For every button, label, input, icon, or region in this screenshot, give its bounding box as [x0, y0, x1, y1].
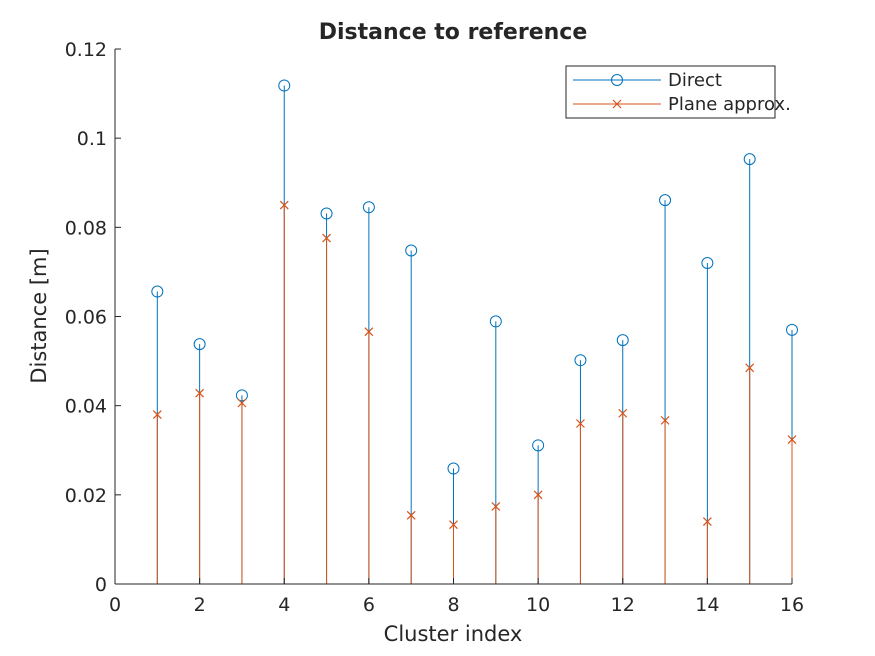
data-point-direct — [616, 334, 629, 347]
data-point-plane — [745, 363, 755, 373]
data-point-plane — [364, 327, 374, 337]
stem-lines — [156, 85, 793, 584]
data-point-plane — [787, 435, 797, 444]
y-tick-label: 0.12 — [65, 39, 107, 61]
x-tick-label: 8 — [447, 594, 459, 616]
data-point-plane — [406, 510, 416, 520]
data-point-direct — [362, 201, 375, 214]
data-point-plane — [449, 520, 458, 530]
data-point-direct — [489, 315, 502, 328]
data-point-direct — [320, 207, 333, 220]
y-axis-label: Distance [m] — [27, 248, 51, 383]
y-tick-label: 0.06 — [65, 307, 107, 329]
data-point-direct — [743, 153, 756, 166]
y-tick-label: 0.08 — [65, 217, 107, 239]
x-tick-label: 14 — [695, 594, 719, 616]
data-point-direct — [193, 338, 206, 351]
x-tick-label: 16 — [780, 594, 804, 616]
data-point-plane — [322, 233, 331, 243]
x-tick-label: 0 — [109, 594, 121, 616]
y-tick-label: 0.02 — [65, 485, 107, 507]
chart-title: Distance to reference — [319, 20, 588, 45]
data-point-plane — [660, 415, 670, 425]
data-point-plane — [491, 502, 501, 511]
data-point-plane — [195, 388, 205, 398]
legend-label-plane: Plane approx. — [668, 94, 791, 115]
legend: Direct Plane approx. — [565, 65, 791, 119]
data-point-plane — [152, 410, 162, 420]
y-ticks: 0 0.02 0.04 0.06 0.08 0.1 0.12 — [65, 39, 121, 596]
x-tick-label: 4 — [278, 594, 290, 616]
data-point-direct — [532, 439, 545, 452]
legend-circle-icon — [611, 74, 623, 86]
data-point-direct — [278, 79, 291, 92]
x-ticks: 0 2 4 6 8 10 12 14 16 — [109, 578, 804, 616]
data-point-direct — [574, 354, 587, 367]
data-point-plane — [576, 419, 585, 428]
x-axis-label: Cluster index — [384, 622, 523, 646]
data-point-plane — [237, 398, 247, 408]
x-tick-label: 10 — [526, 594, 550, 616]
x-tick-label: 2 — [194, 594, 206, 616]
legend-cross-icon — [612, 99, 622, 109]
stem-markers — [151, 79, 798, 530]
data-point-direct — [235, 389, 248, 402]
data-point-plane — [702, 517, 712, 527]
data-point-plane — [279, 200, 289, 210]
data-point-direct — [786, 323, 798, 336]
x-tick-label: 6 — [363, 594, 375, 616]
data-point-plane — [618, 408, 628, 418]
data-point-direct — [405, 244, 418, 257]
y-tick-label: 0.1 — [77, 128, 107, 150]
data-point-plane — [533, 490, 543, 500]
legend-box — [565, 65, 776, 119]
y-tick-label: 0.04 — [65, 396, 107, 418]
x-tick-label: 12 — [611, 594, 635, 616]
data-point-direct — [659, 194, 672, 207]
y-tick-label: 0 — [95, 574, 107, 596]
legend-label-direct: Direct — [668, 70, 722, 91]
data-point-direct — [447, 462, 460, 475]
data-point-direct — [151, 285, 164, 298]
data-point-direct — [701, 257, 714, 269]
